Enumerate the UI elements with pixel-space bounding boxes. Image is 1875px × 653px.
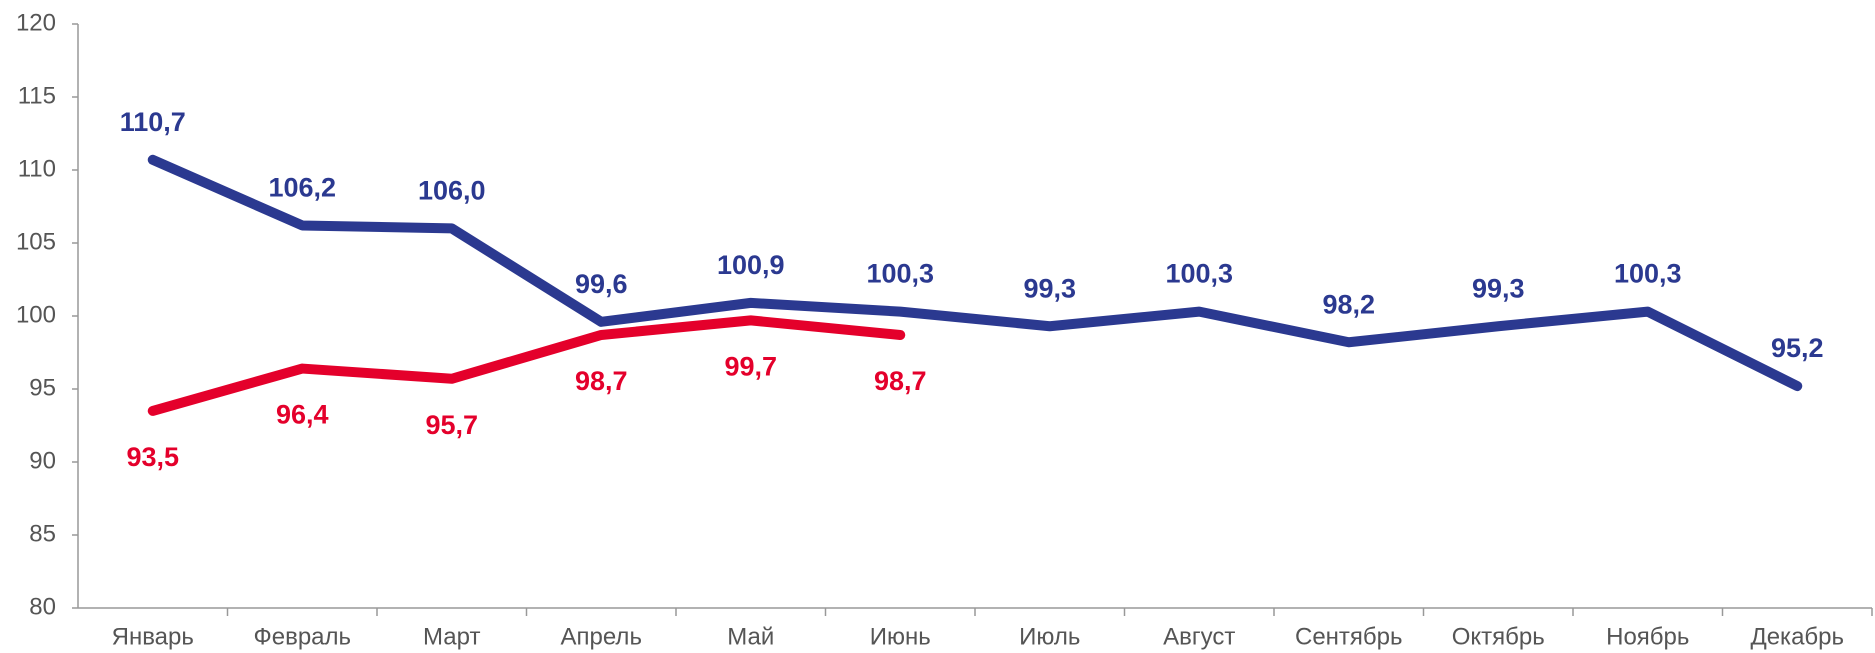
x-tick-label: Июнь [870,623,931,650]
data-label: 98,7 [575,366,628,396]
x-tick-label: Август [1163,623,1235,650]
y-tick-label: 95 [29,374,56,401]
data-label: 100,3 [1614,259,1682,289]
x-tick-label: Декабрь [1750,623,1844,650]
x-tick-label: Апрель [561,623,642,650]
data-label: 100,9 [717,250,785,280]
y-tick-label: 115 [18,82,56,109]
data-label: 110,7 [120,107,186,137]
data-label: 99,6 [575,269,628,299]
y-tick-label: 85 [29,520,56,547]
y-tick-label: 100 [16,301,56,328]
x-tick-label: Май [727,623,774,650]
x-tick-label: Февраль [253,623,351,650]
x-tick-label: Март [423,623,480,650]
data-label: 96,4 [276,400,329,430]
series-line [147,315,906,416]
series-line [147,154,1803,392]
y-tick-label: 120 [16,9,56,36]
data-label: 93,5 [126,442,179,472]
data-label: 99,3 [1023,273,1076,303]
y-tick-label: 80 [29,593,56,620]
data-label: 95,2 [1771,333,1824,363]
x-tick-label: Январь [112,623,194,650]
data-label: 106,0 [418,176,486,206]
data-label: 98,7 [874,366,927,396]
data-label: 98,2 [1322,289,1375,319]
x-tick-label: Ноябрь [1606,623,1689,650]
data-label: 100,3 [1165,259,1233,289]
data-label: 100,3 [866,259,934,289]
y-tick-label: 105 [16,228,56,255]
x-tick-label: Июль [1019,623,1080,650]
y-tick-label: 90 [29,447,56,474]
x-tick-label: Октябрь [1452,623,1545,650]
data-label: 99,3 [1472,273,1525,303]
data-label: 99,7 [724,352,777,382]
y-tick-label: 110 [18,155,56,182]
data-label: 95,7 [425,410,478,440]
x-tick-label: Сентябрь [1295,623,1403,650]
data-label: 106,2 [268,173,336,203]
